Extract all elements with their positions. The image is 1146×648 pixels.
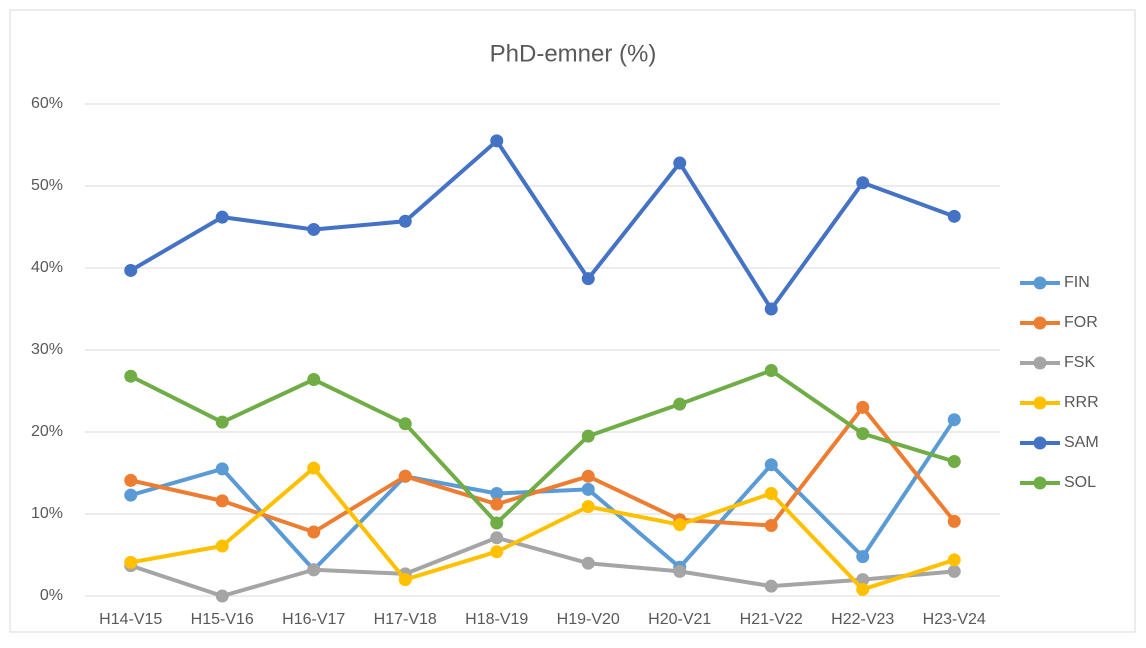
point [581,500,595,514]
x-tick-label: H19-V20 [557,611,620,628]
point [215,539,229,553]
series-line [130,535,955,598]
y-tick-label: 0% [40,587,63,604]
x-tick-label: H23-V24 [923,611,986,628]
point [215,210,229,224]
point [856,582,870,596]
legend-marker [1033,356,1047,370]
point [947,209,961,223]
point [307,525,321,539]
point [764,518,778,532]
legend-label: RRR [1064,394,1099,411]
x-tick-label: H17-V18 [374,611,437,628]
point [398,469,412,483]
point [947,564,961,578]
point [856,550,870,564]
point [490,487,504,500]
x-tick-label: H16-V17 [282,611,345,628]
point [490,497,504,511]
legend-marker [1033,316,1047,330]
point [581,556,595,570]
y-tick-label: 20% [31,423,63,440]
x-tick-label: H15-V16 [191,611,254,628]
x-tick-label: H21-V22 [740,611,803,628]
legend-label: SAM [1064,434,1099,451]
point [307,222,321,236]
point [764,579,778,593]
point [673,564,687,578]
point [215,415,229,429]
legend-marker [1033,396,1047,410]
chart-border [9,9,1136,633]
series-line [130,405,956,535]
point [398,214,412,228]
series-line [129,138,955,311]
point [856,400,870,414]
point [947,514,961,528]
x-tick-label: H22-V23 [831,611,894,628]
point [490,134,504,148]
x-tick-label: H14-V15 [99,611,162,628]
point [673,397,687,411]
point [581,272,595,286]
point [215,494,229,508]
point [124,263,138,277]
point [124,555,138,569]
point [124,473,138,487]
legend-marker [1033,436,1047,450]
series-line [130,466,955,592]
point [581,429,595,443]
point [490,531,504,545]
point [764,302,778,316]
point [764,458,778,472]
point [215,462,229,476]
point [490,516,504,530]
point [581,469,595,483]
legend-label: FIN [1064,274,1090,291]
point [398,573,412,587]
point [947,553,961,567]
legend-label: FOR [1064,314,1098,331]
y-tick-label: 10% [31,505,63,522]
point [673,518,687,532]
y-tick-label: 30% [31,341,63,358]
point [124,488,138,502]
legend-label: SOL [1064,474,1096,491]
point [764,487,778,500]
x-tick-label: H20-V21 [648,611,711,628]
point [856,573,870,587]
point [307,461,321,475]
point [947,455,961,469]
point [307,563,321,577]
point [581,482,595,496]
point [856,427,870,441]
legend-marker [1033,476,1047,490]
y-tick-label: 40% [31,259,63,276]
x-tick-label: H18-V19 [465,611,528,628]
point [398,417,412,431]
y-tick-label: 60% [31,95,63,112]
point [856,176,870,190]
y-tick-label: 50% [31,177,63,194]
point [124,369,138,383]
legend-marker [1033,276,1047,290]
chart-title: PhD-emner (%) [490,40,657,67]
point [490,545,504,559]
point [764,364,778,377]
series-line [129,368,955,526]
legend-label: FSK [1064,354,1095,371]
point [307,373,321,387]
point [215,589,229,603]
point [673,156,687,170]
point [947,413,961,427]
